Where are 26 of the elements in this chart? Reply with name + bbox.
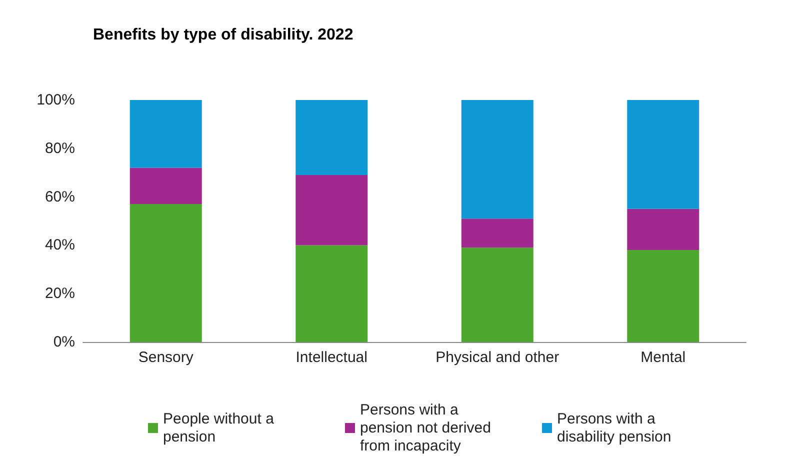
bar	[130, 168, 202, 204]
x-tick-label: Physical and other	[436, 349, 560, 366]
x-tick-label: Mental	[640, 349, 686, 366]
bar	[627, 100, 700, 209]
x-tick-label: Intellectual	[296, 349, 368, 366]
bar	[296, 100, 368, 176]
bar	[461, 218, 534, 248]
chart-title: Benefits by type of disability. 2022	[93, 26, 354, 44]
bar	[130, 204, 202, 342]
y-tick-label: 80%	[44, 140, 75, 157]
y-tick-label: 60%	[44, 188, 75, 206]
bar	[461, 100, 534, 219]
legend-label: People without a pension	[163, 410, 278, 446]
bar	[296, 245, 368, 342]
x-tick-label: Sensory	[138, 349, 194, 366]
y-tick-label: 100%	[36, 92, 75, 108]
y-tick-label: 0%	[53, 334, 75, 350]
bar	[627, 208, 700, 250]
bar	[130, 100, 202, 168]
bar	[296, 175, 368, 246]
bar	[627, 250, 700, 342]
y-tick-label: 40%	[44, 236, 75, 254]
y-tick-label: 20%	[44, 285, 75, 302]
legend-label: Persons with a disability pension	[557, 410, 672, 446]
legend-label: Persons with a pension not derived from incapacity	[360, 402, 496, 454]
bar	[461, 248, 534, 342]
